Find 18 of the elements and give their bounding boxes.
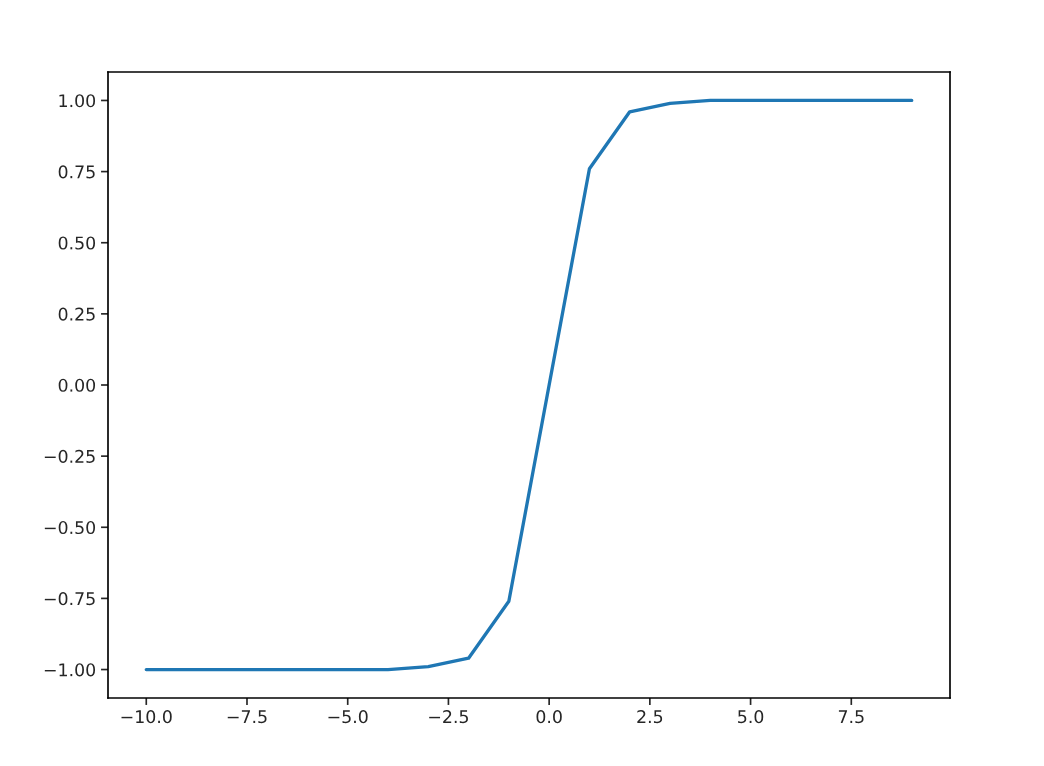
x-tick-label: −2.5: [429, 710, 468, 724]
x-tick-label: 2.5: [637, 710, 663, 724]
x-tick-label: −5.0: [328, 710, 368, 724]
y-tick-label: 0.25: [58, 307, 95, 321]
x-tick-label: −7.5: [227, 710, 267, 724]
x-tick-label: 7.5: [838, 710, 864, 724]
x-tick-label: −10.0: [121, 710, 172, 724]
y-tick-label: 1.00: [59, 94, 96, 108]
y-tick-label: −0.50: [44, 520, 96, 535]
line-series: [144, 98, 914, 672]
y-tick-label: −0.25: [44, 449, 95, 463]
x-tick-label: 5.0: [738, 710, 764, 724]
y-tick-label: −1.00: [44, 663, 96, 677]
x-tick-label: 0.0: [536, 710, 562, 724]
y-tick-label: 0.50: [58, 236, 96, 250]
y-tick-label: −0.75: [44, 592, 95, 606]
y-tick-label: 0.00: [58, 378, 96, 392]
y-tick-label: 0.75: [58, 165, 95, 179]
